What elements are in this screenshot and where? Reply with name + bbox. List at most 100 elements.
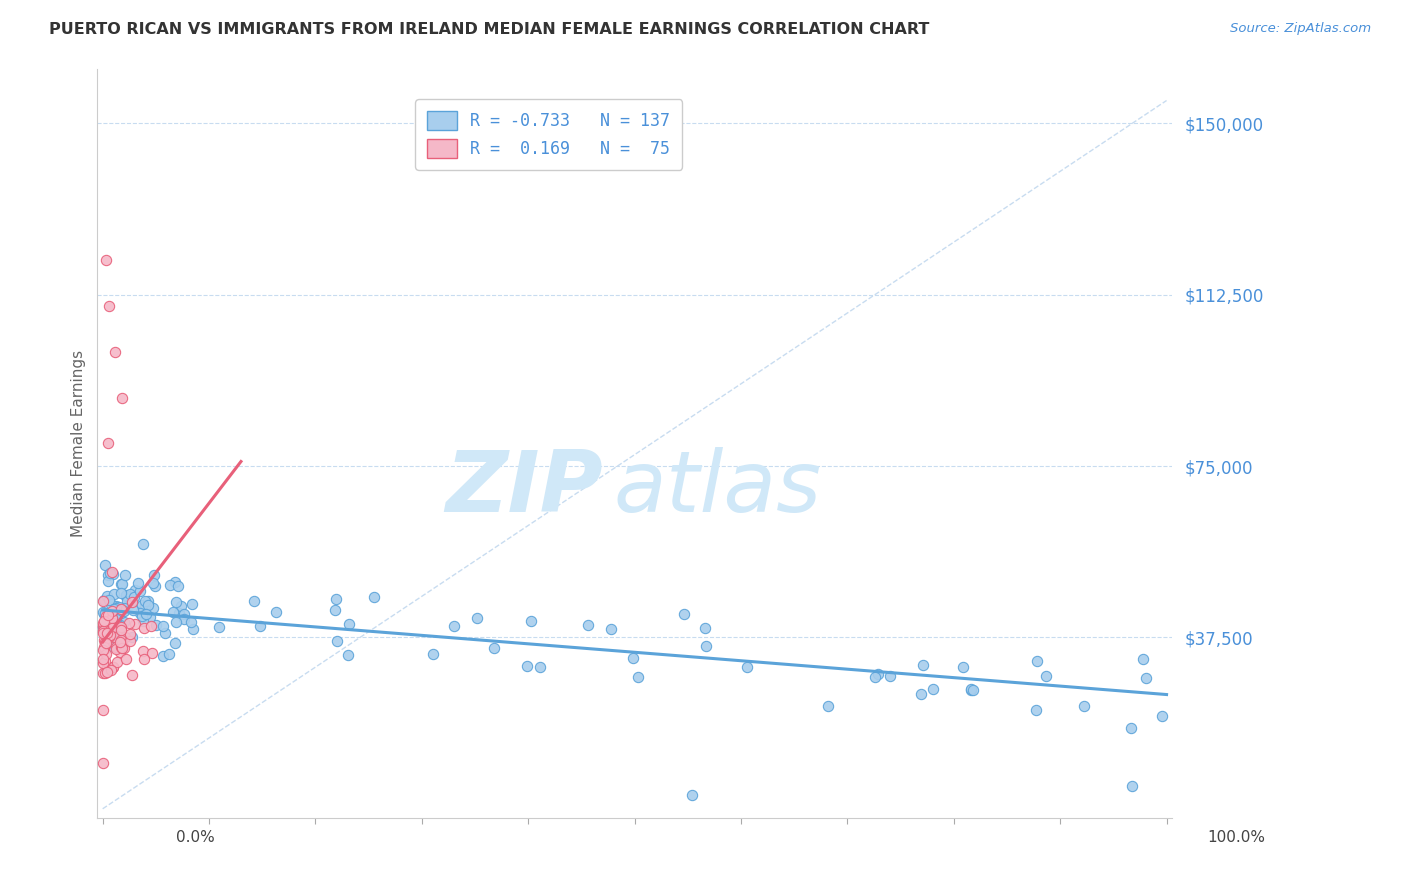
Point (110, 602, 132, 616)
Point (621, 650, 644, 665)
Point (124, 583, 146, 598)
Point (91, 652, 114, 666)
Point (121, 595, 143, 609)
Point (952, 660, 974, 674)
Point (93, 620, 115, 634)
Point (110, 586, 132, 600)
Point (98, 628, 121, 642)
Point (110, 620, 132, 634)
Point (167, 606, 190, 620)
Point (243, 594, 266, 608)
Point (96, 589, 118, 603)
Point (163, 636, 186, 650)
Point (264, 605, 287, 619)
Point (131, 609, 153, 624)
Point (249, 619, 271, 633)
Point (180, 597, 202, 611)
Point (529, 659, 551, 673)
Point (1035, 668, 1057, 682)
Point (922, 681, 945, 696)
Point (94, 253, 117, 268)
Point (93, 623, 115, 637)
Text: ZIP: ZIP (444, 447, 602, 530)
Point (735, 660, 758, 674)
Point (93, 642, 115, 657)
Point (482, 641, 505, 656)
Point (93, 634, 115, 648)
Point (94, 624, 117, 639)
Point (337, 616, 360, 631)
Point (108, 629, 131, 643)
Point (111, 391, 134, 405)
Point (104, 612, 127, 626)
Point (337, 648, 360, 662)
Point (110, 577, 132, 591)
Point (114, 640, 136, 655)
Point (693, 622, 716, 636)
Point (96, 621, 118, 635)
Point (121, 630, 143, 644)
Point (110, 640, 132, 654)
Point (91, 643, 114, 657)
Point (121, 668, 143, 682)
Point (142, 568, 165, 582)
Point (576, 617, 599, 632)
Point (93, 593, 115, 607)
Point (167, 579, 190, 593)
Point (93, 607, 115, 621)
Point (681, 788, 703, 802)
Point (1150, 709, 1173, 723)
Point (101, 659, 124, 673)
Point (98, 566, 121, 580)
Point (96, 648, 118, 662)
Point (93, 633, 115, 648)
Point (96, 626, 118, 640)
Point (166, 594, 188, 608)
Point (97, 640, 120, 654)
Point (103, 630, 125, 644)
Point (104, 344, 127, 359)
Point (114, 567, 136, 582)
Point (118, 634, 141, 648)
Point (326, 634, 349, 648)
Point (132, 537, 155, 551)
Point (104, 642, 127, 657)
Point (105, 599, 128, 614)
Point (118, 616, 141, 631)
Point (165, 615, 187, 629)
Point (97, 436, 120, 450)
Point (962, 683, 984, 698)
Point (866, 667, 889, 681)
Point (103, 602, 125, 616)
Text: 100.0%: 100.0% (1208, 830, 1265, 845)
Point (93, 640, 115, 654)
Point (96, 631, 118, 645)
Point (105, 655, 128, 669)
Point (100, 597, 122, 611)
Point (111, 640, 134, 655)
Point (104, 601, 127, 615)
Point (103, 660, 125, 674)
Point (97, 609, 120, 624)
Point (98, 624, 121, 639)
Point (180, 615, 202, 630)
Point (143, 579, 166, 593)
Point (94, 635, 117, 649)
Point (103, 587, 125, 601)
Point (134, 652, 156, 666)
Point (112, 615, 135, 630)
Point (325, 592, 347, 607)
Point (115, 588, 138, 602)
Point (110, 606, 132, 620)
Point (181, 623, 204, 637)
Point (93, 654, 115, 668)
Point (465, 611, 488, 625)
Point (1121, 779, 1143, 793)
Point (363, 590, 385, 604)
Point (129, 583, 152, 598)
Point (208, 619, 231, 633)
Point (173, 607, 195, 621)
Point (97, 574, 120, 589)
Point (110, 633, 132, 648)
Point (1025, 654, 1047, 668)
